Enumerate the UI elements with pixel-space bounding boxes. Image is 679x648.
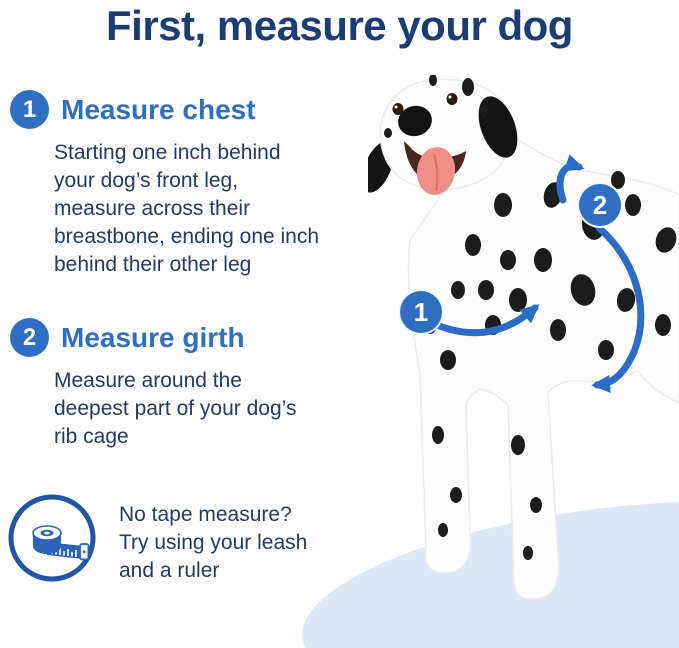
dog-head: [368, 75, 518, 195]
girth-marker-label: 2: [592, 189, 608, 220]
dog-tongue: [416, 147, 456, 195]
measurement-arrows: [426, 154, 645, 393]
step-1-badge: 1: [10, 90, 49, 129]
dalmatian-photo: [368, 75, 679, 600]
girth-marker-badge: 2: [577, 182, 623, 228]
girth-measure-arrow: [591, 224, 645, 393]
chest-marker-badge: 1: [398, 289, 444, 335]
dog-nose: [398, 105, 432, 137]
step-1-heading: Measure chest: [61, 93, 256, 125]
girth-top-arrow: [556, 154, 585, 204]
step-2-badge: 2: [10, 318, 49, 357]
tip-text: No tape measure? Try using your leash an…: [119, 503, 308, 582]
tip-section: No tape measure? Try using your leash an…: [7, 493, 324, 585]
chest-measure-arrow: [426, 304, 540, 337]
tape-measure-icon: [8, 494, 96, 582]
step-measure-chest: 1 Measure chest Starting one inch behind…: [10, 90, 322, 279]
step-2-body: Measure around the deepest part of your …: [54, 369, 297, 448]
step-2-heading: Measure girth: [61, 321, 245, 353]
chest-marker-label: 1: [413, 296, 429, 327]
dog-spots: [423, 171, 677, 560]
dog-right-eye: [446, 93, 458, 105]
dog-right-ear: [478, 96, 518, 158]
step-measure-girth: 2 Measure girth Measure around the deepe…: [10, 318, 322, 451]
page-title: First, measure your dog: [106, 2, 573, 49]
step-1-body: Starting one inch behind your dog’s fron…: [54, 141, 320, 276]
dog-left-eye: [392, 103, 404, 115]
